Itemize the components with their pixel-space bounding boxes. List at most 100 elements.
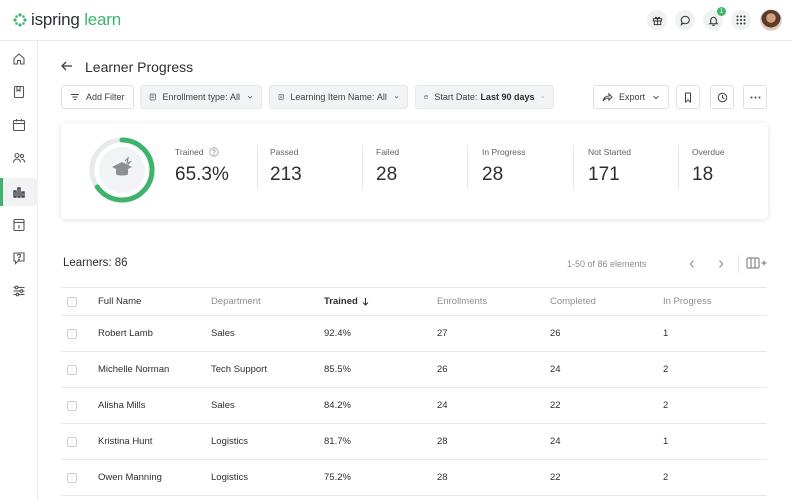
prev-page-button[interactable] xyxy=(685,257,699,271)
row-checkbox[interactable] xyxy=(67,424,77,459)
filter-lines-icon xyxy=(71,94,79,100)
cell-department: Tech Support xyxy=(211,364,267,375)
question-circle-icon[interactable] xyxy=(208,147,219,157)
sidebar-item-schedule[interactable] xyxy=(0,211,38,239)
chevron-down-icon xyxy=(653,95,659,100)
sidebar-item-reports[interactable] xyxy=(0,178,38,206)
cell-trained: 92.4% xyxy=(324,328,351,339)
chevron-down-icon xyxy=(247,95,253,99)
pager-divider xyxy=(738,255,739,273)
column-header-completed[interactable]: Completed xyxy=(550,296,596,307)
cell-completed: 26 xyxy=(550,328,561,339)
cell-full-name[interactable]: Robert Lamb xyxy=(98,328,153,339)
stat-not-started: Not Started 171 xyxy=(588,147,631,186)
cell-full-name[interactable]: Michelle Norman xyxy=(98,364,170,375)
report-icon xyxy=(13,218,25,232)
apps-grid-icon[interactable] xyxy=(731,10,751,30)
stat-failed-value: 28 xyxy=(376,164,398,185)
learners-count-title: Learners: 86 xyxy=(63,257,128,269)
add-filter-label: Add Filter xyxy=(86,92,125,102)
logo[interactable]: ispring learn xyxy=(13,10,121,30)
export-button[interactable]: Export xyxy=(593,85,669,109)
cell-enrollments: 28 xyxy=(437,436,448,447)
cell-enrollments: 26 xyxy=(437,364,448,375)
cell-department: Sales xyxy=(211,400,235,411)
add-filter-button[interactable]: Add Filter xyxy=(61,85,134,109)
select-all-checkbox[interactable] xyxy=(67,288,77,315)
column-header-department[interactable]: Department xyxy=(211,296,261,307)
column-header-in-progress[interactable]: In Progress xyxy=(663,296,712,307)
sidebar xyxy=(0,41,38,500)
home-icon xyxy=(13,53,25,65)
row-checkbox[interactable] xyxy=(67,388,77,423)
pagination-info: 1-50 of 86 elements xyxy=(567,259,647,269)
cell-in-progress: 2 xyxy=(663,364,669,375)
column-header-full-name[interactable]: Full Name xyxy=(98,296,142,307)
stat-divider xyxy=(257,145,258,189)
start-date-value: Last 90 days xyxy=(480,92,535,102)
cell-full-name[interactable]: Owen Manning xyxy=(98,472,162,483)
sidebar-item-home[interactable] xyxy=(0,45,38,73)
start-date-dropdown[interactable]: Start Date: Last 90 days xyxy=(415,85,554,109)
back-button[interactable] xyxy=(60,59,76,75)
cell-in-progress: 1 xyxy=(663,328,669,339)
row-checkbox[interactable] xyxy=(67,460,77,495)
column-settings-button[interactable] xyxy=(746,257,768,269)
sidebar-item-help[interactable] xyxy=(0,244,38,272)
stat-in-progress-value: 28 xyxy=(482,164,504,185)
column-header-trained[interactable]: Trained xyxy=(324,288,369,315)
bookmark-icon xyxy=(685,92,691,103)
table-row[interactable]: Owen Manning Logistics 75.2% 28 22 2 xyxy=(61,460,767,496)
row-checkbox[interactable] xyxy=(67,316,77,351)
chevron-down-icon xyxy=(394,96,399,99)
more-options-button[interactable] xyxy=(743,85,767,109)
stat-not-started-label: Not Started xyxy=(588,147,631,157)
table-row[interactable]: Alisha Mills Sales 84.2% 24 22 2 xyxy=(61,388,767,424)
stat-trained-label: Trained xyxy=(175,147,204,157)
gift-icon[interactable] xyxy=(647,10,667,30)
stat-trained-value: 65.3% xyxy=(175,164,229,185)
table-row[interactable]: Robert Lamb Sales 92.4% 27 26 1 xyxy=(61,316,767,352)
next-page-button[interactable] xyxy=(714,257,728,271)
sliders-icon xyxy=(13,285,25,297)
cell-enrollments: 28 xyxy=(437,472,448,483)
cell-full-name[interactable]: Alisha Mills xyxy=(98,400,146,411)
start-date-label: Start Date: xyxy=(434,92,478,102)
cell-in-progress: 2 xyxy=(663,472,669,483)
stat-overdue: Overdue 18 xyxy=(692,147,725,186)
cell-in-progress: 1 xyxy=(663,436,669,447)
avatar[interactable] xyxy=(760,9,782,31)
learning-item-dropdown[interactable]: Learning Item Name: All xyxy=(269,85,408,109)
bookmark-button[interactable] xyxy=(676,85,700,109)
doc-icon xyxy=(149,93,156,101)
cell-department: Sales xyxy=(211,328,235,339)
stat-divider xyxy=(467,145,468,189)
table-row[interactable]: Kristina Hunt Logistics 81.7% 28 24 1 xyxy=(61,424,767,460)
arrow-left-icon xyxy=(61,61,72,71)
stat-in-progress: In Progress 28 xyxy=(482,147,525,186)
ispring-logo-icon xyxy=(13,13,27,27)
stat-passed-value: 213 xyxy=(270,164,302,185)
sidebar-item-courses[interactable] xyxy=(0,78,38,106)
stat-passed: Passed 213 xyxy=(270,147,302,186)
book-icon xyxy=(13,85,25,99)
enrollment-type-dropdown[interactable]: Enrollment type: All xyxy=(140,85,262,109)
table-row[interactable]: Michelle Norman Tech Support 85.5% 26 24… xyxy=(61,352,767,388)
column-header-enrollments[interactable]: Enrollments xyxy=(437,296,488,307)
stat-divider xyxy=(362,145,363,189)
chat-icon[interactable] xyxy=(675,10,695,30)
columns-add-icon xyxy=(746,257,767,269)
history-button[interactable] xyxy=(710,85,734,109)
stat-passed-label: Passed xyxy=(270,147,299,157)
stat-divider xyxy=(573,145,574,189)
row-checkbox[interactable] xyxy=(67,352,77,387)
sidebar-item-settings[interactable] xyxy=(0,277,38,305)
cell-completed: 24 xyxy=(550,436,561,447)
stat-trained: Trained 65.3% xyxy=(175,147,229,186)
learning-item-value: All xyxy=(376,92,387,102)
sidebar-item-calendar[interactable] xyxy=(0,111,38,139)
share-arrow-icon xyxy=(602,92,613,102)
sidebar-item-users[interactable] xyxy=(0,144,38,172)
bell-icon[interactable]: 1 xyxy=(703,7,726,30)
cell-full-name[interactable]: Kristina Hunt xyxy=(98,436,153,447)
